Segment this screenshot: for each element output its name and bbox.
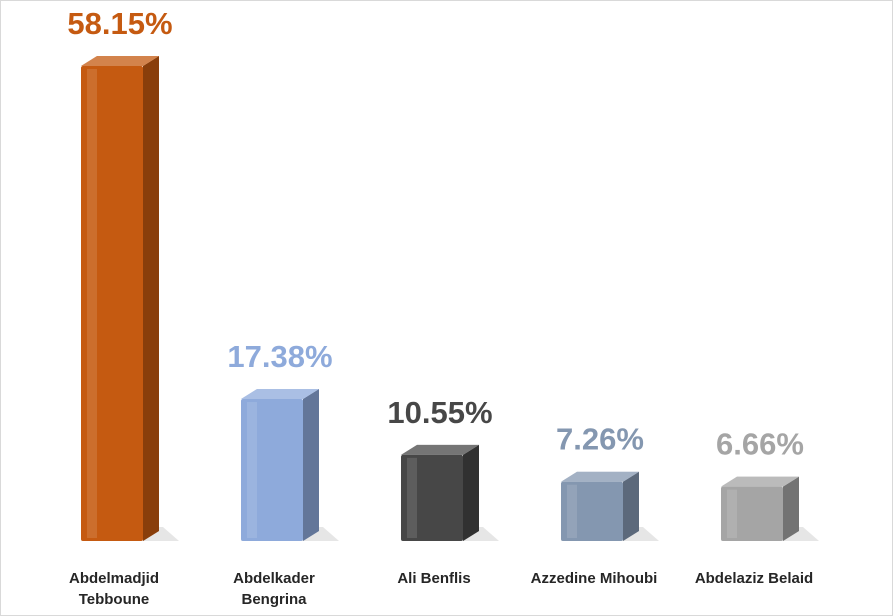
bar-side: [783, 476, 799, 541]
bar-top: [721, 476, 799, 487]
bar-top-shade: [401, 444, 479, 455]
bar-side: [143, 56, 159, 541]
bar-highlight: [247, 402, 257, 538]
bar: [81, 66, 143, 541]
bar-top-shade: [81, 56, 159, 66]
bar-highlight: [87, 69, 97, 538]
x-tick-label: Ali Benflis: [397, 570, 471, 587]
bar-top: [81, 56, 159, 66]
bar-side: [303, 389, 319, 541]
bar: [561, 481, 623, 541]
bar-highlight: [407, 457, 417, 538]
bar-top-shade: [241, 389, 319, 400]
bar-top-shade: [721, 476, 799, 487]
value-label: 10.55%: [387, 395, 492, 430]
bar-top-shade: [561, 471, 639, 482]
bar: [721, 486, 783, 541]
bar-top: [561, 471, 639, 482]
x-tick-label: Abdelaziz Belaid: [694, 570, 814, 587]
bar-highlight: [727, 489, 737, 538]
bar-side: [623, 471, 639, 541]
bar-top: [401, 444, 479, 455]
value-label: 6.66%: [716, 427, 804, 462]
bar: [241, 399, 303, 541]
bar-side-shade: [303, 389, 319, 541]
x-tick-label: Azzedine Mihoubi: [530, 570, 658, 587]
bar-side-shade: [143, 56, 159, 541]
value-label: 7.26%: [556, 422, 644, 457]
bar: [401, 454, 463, 541]
value-label: 17.38%: [227, 339, 332, 374]
x-tick-label: Abdelkader Bengrina: [233, 570, 315, 608]
bar-side: [463, 444, 479, 541]
bar-side-shade: [463, 444, 479, 541]
bar-side-shade: [783, 476, 799, 541]
bar-side-shade: [623, 471, 639, 541]
bar-top: [241, 389, 319, 400]
bar-highlight: [567, 484, 577, 538]
x-tick-label: Abdelmadjid Tebboune: [68, 570, 159, 608]
value-label: 58.15%: [67, 6, 172, 41]
